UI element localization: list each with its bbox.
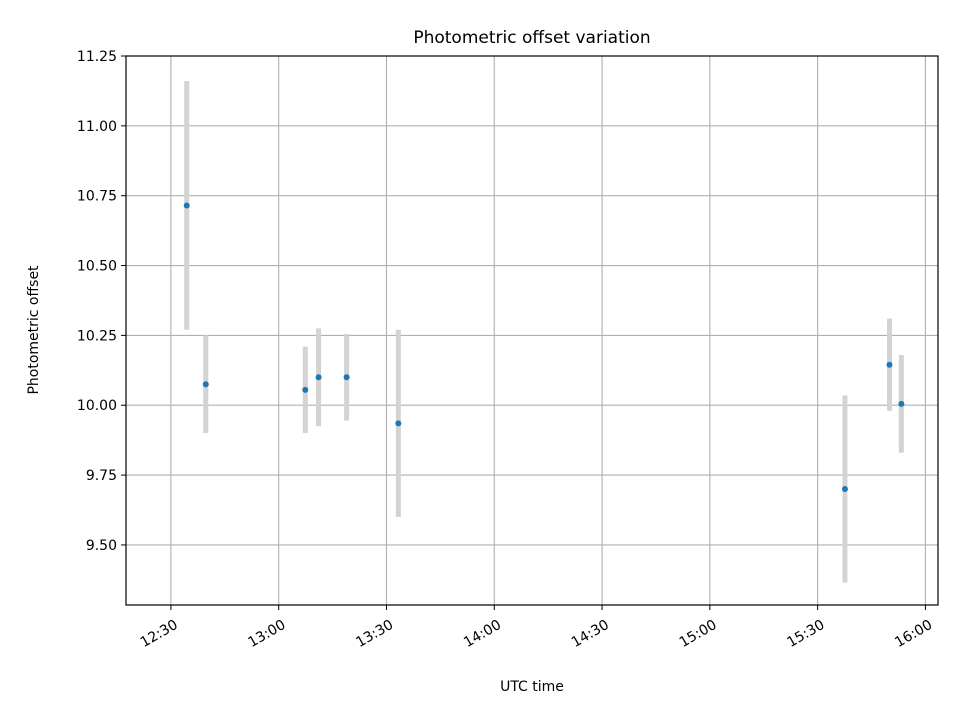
y-tick-label: 11.00	[77, 119, 117, 135]
y-axis-label: Photometric offset	[26, 265, 42, 395]
data-point	[302, 386, 309, 393]
y-tick-label: 9.50	[86, 538, 117, 554]
data-point	[183, 202, 190, 209]
y-tick-label: 10.00	[77, 398, 117, 414]
data-point	[315, 374, 322, 381]
y-tick-label: 10.50	[77, 259, 117, 275]
y-tick-label: 11.25	[77, 49, 117, 65]
data-point	[898, 400, 905, 407]
y-tick-label: 9.75	[86, 468, 117, 484]
data-point	[343, 374, 350, 381]
y-tick-label: 10.25	[77, 328, 117, 344]
data-point	[841, 486, 848, 493]
x-axis-label: UTC time	[500, 679, 564, 695]
chart-title: Photometric offset variation	[413, 28, 650, 48]
y-axis: 9.50 9.75 10.00 10.25 10.50 10.75 11.00 11.25	[77, 49, 126, 554]
plot-frame	[125, 55, 939, 606]
data-points	[183, 202, 905, 493]
y-tick-label: 10.75	[77, 189, 117, 205]
data-point	[202, 381, 209, 388]
data-point	[395, 420, 402, 427]
grid	[126, 55, 938, 605]
data-point	[886, 361, 893, 368]
